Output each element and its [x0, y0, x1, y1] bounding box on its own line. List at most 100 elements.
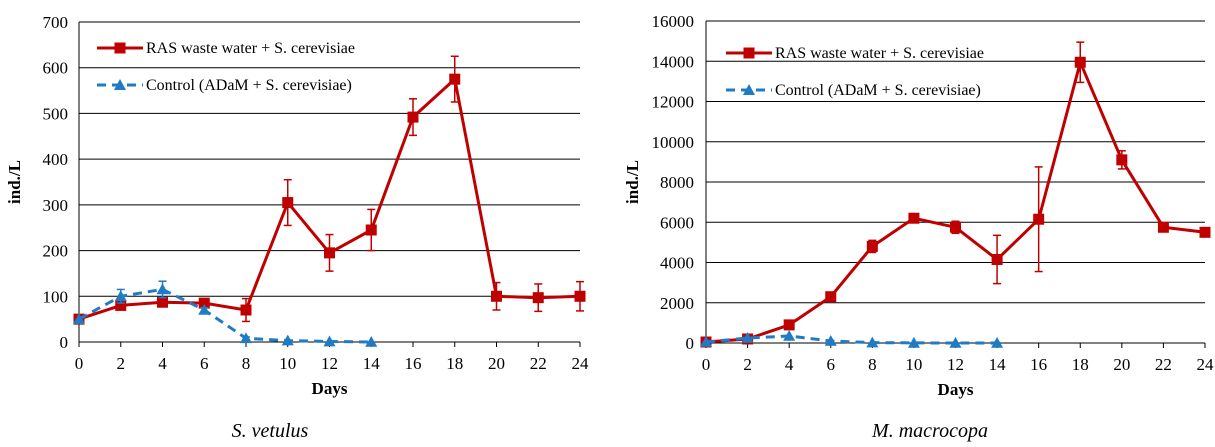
- y-tick-label: 8000: [660, 173, 694, 192]
- x-tick-label: 20: [1113, 355, 1130, 374]
- data-point-control: [365, 336, 378, 347]
- data-point-ras: [574, 290, 586, 302]
- x-tick-label: 22: [530, 354, 547, 373]
- x-tick-label: 24: [1197, 355, 1215, 374]
- data-point-ras: [157, 296, 168, 308]
- data-point-ras: [532, 292, 544, 304]
- x-tick-label: 14: [363, 354, 381, 373]
- x-tick-label: 16: [1030, 355, 1047, 374]
- y-tick-label: 16000: [652, 12, 695, 31]
- data-point-ras: [908, 212, 920, 224]
- y-axis-title: ind./L: [623, 160, 642, 204]
- data-point-control: [156, 283, 169, 295]
- y-tick-label: 500: [43, 104, 69, 123]
- y-tick-label: 0: [686, 334, 695, 353]
- data-point-ras: [240, 304, 252, 316]
- legend-marker: [743, 47, 755, 59]
- x-tick-label: 20: [488, 354, 505, 373]
- data-point-control: [198, 304, 211, 315]
- y-tick-label: 4000: [660, 254, 694, 273]
- legend-marker: [114, 42, 126, 54]
- caption-m-macrocopa: M. macrocopa: [872, 420, 988, 442]
- x-tick-label: 22: [1155, 355, 1172, 374]
- data-point-ras: [1157, 221, 1169, 233]
- x-tick-label: 12: [321, 354, 338, 373]
- data-point-control: [866, 336, 879, 348]
- legend-label: RAS waste water + S. cerevisiae: [775, 45, 984, 62]
- legend-marker: [114, 79, 126, 90]
- data-point-ras: [866, 240, 878, 252]
- x-tick-label: 10: [279, 354, 296, 373]
- data-point-ras: [1074, 56, 1086, 68]
- data-point-control: [114, 290, 127, 302]
- x-tick-label: 18: [446, 354, 463, 373]
- x-tick-label: 10: [905, 355, 922, 374]
- y-tick-label: 6000: [660, 213, 694, 232]
- data-point-ras: [825, 291, 837, 303]
- y-axis-title: ind./L: [5, 160, 24, 204]
- y-tick-label: 200: [43, 242, 69, 261]
- y-tick-label: 400: [43, 150, 69, 169]
- data-point-ras: [991, 253, 1003, 265]
- data-point-ras: [282, 197, 294, 209]
- y-tick-label: 14000: [652, 52, 695, 71]
- x-axis-title: Days: [312, 379, 348, 398]
- data-point-ras: [783, 319, 795, 331]
- x-tick-label: 4: [785, 355, 794, 374]
- x-tick-label: 24: [572, 354, 590, 373]
- data-point-ras: [115, 299, 127, 311]
- data-point-control: [700, 335, 712, 347]
- data-point-ras: [324, 247, 335, 259]
- x-axis-title: Days: [938, 380, 974, 399]
- series-line-control: [705, 334, 998, 345]
- data-point-control: [73, 313, 85, 324]
- data-point-ras: [407, 111, 419, 123]
- x-tick-label: 14: [989, 355, 1007, 374]
- data-point-control: [824, 334, 837, 346]
- y-tick-label: 600: [43, 59, 69, 78]
- data-point-ras: [449, 73, 461, 85]
- x-tick-label: 2: [117, 354, 126, 373]
- series-line-control: [78, 287, 372, 344]
- data-point-control: [323, 335, 336, 347]
- y-tick-label: 10000: [652, 133, 695, 152]
- y-tick-label: 700: [43, 13, 69, 32]
- data-point-ras: [1199, 226, 1211, 238]
- y-tick-label: 100: [43, 287, 69, 306]
- series-line-ras: [78, 77, 581, 321]
- x-tick-label: 0: [702, 355, 711, 374]
- legend-label: Control (ADaM + S. cerevisiae): [775, 82, 981, 99]
- y-tick-label: 2000: [660, 294, 694, 313]
- data-point-ras: [1116, 154, 1128, 166]
- data-point-control: [240, 332, 252, 344]
- y-tick-label: 0: [60, 333, 69, 352]
- x-tick-label: 6: [827, 355, 836, 374]
- legend-label: Control (ADaM + S. cerevisiae): [146, 77, 352, 94]
- y-tick-label: 300: [43, 196, 69, 215]
- data-point-control: [907, 336, 920, 348]
- data-point-ras: [491, 290, 502, 302]
- x-tick-label: 16: [405, 354, 422, 373]
- x-tick-label: 12: [947, 355, 964, 374]
- data-point-ras: [198, 297, 210, 309]
- x-tick-label: 4: [158, 354, 167, 373]
- y-tick-label: 12000: [652, 93, 695, 112]
- caption-s-vetulus: S. vetulus: [231, 420, 309, 442]
- x-tick-label: 18: [1072, 355, 1089, 374]
- data-point-ras: [1033, 213, 1045, 225]
- data-point-ras: [365, 224, 377, 236]
- data-point-control: [281, 334, 294, 346]
- x-tick-label: 6: [200, 354, 209, 373]
- legend-label: RAS waste water + S. cerevisiae: [146, 40, 355, 57]
- x-tick-label: 0: [75, 354, 84, 373]
- legend-marker: [743, 84, 755, 95]
- data-point-control: [741, 331, 754, 343]
- data-point-control: [949, 337, 962, 348]
- series-line-ras: [705, 60, 1206, 344]
- x-tick-label: 2: [743, 355, 752, 374]
- x-tick-label: 8: [868, 355, 877, 374]
- data-point-control: [783, 329, 796, 341]
